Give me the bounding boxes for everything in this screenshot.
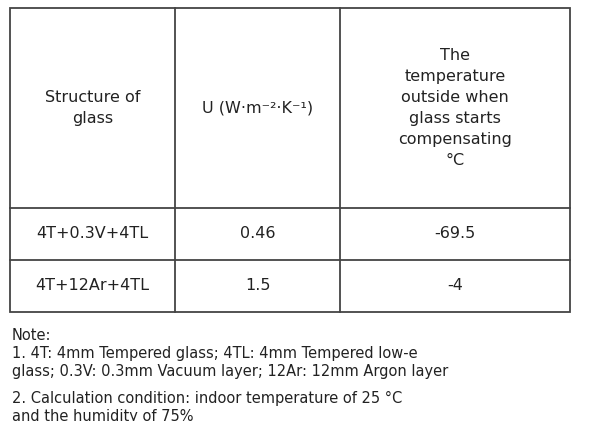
Text: glass; 0.3V: 0.3mm Vacuum layer; 12Ar: 12mm Argon layer: glass; 0.3V: 0.3mm Vacuum layer; 12Ar: 1… xyxy=(12,364,448,379)
Text: U (W·m⁻²·K⁻¹): U (W·m⁻²·K⁻¹) xyxy=(202,101,313,115)
Text: -4: -4 xyxy=(447,279,463,293)
Text: 0.46: 0.46 xyxy=(240,226,275,242)
Text: Note:: Note: xyxy=(12,328,52,343)
Text: The
temperature
outside when
glass starts
compensating
°C: The temperature outside when glass start… xyxy=(398,48,512,168)
Text: 4T+0.3V+4TL: 4T+0.3V+4TL xyxy=(37,226,149,242)
Text: 2. Calculation condition: indoor temperature of 25 °C: 2. Calculation condition: indoor tempera… xyxy=(12,391,402,406)
Text: 1. 4T: 4mm Tempered glass; 4TL: 4mm Tempered low-e: 1. 4T: 4mm Tempered glass; 4TL: 4mm Temp… xyxy=(12,346,418,361)
Text: and the humidity of 75%: and the humidity of 75% xyxy=(12,409,193,421)
Text: Structure of
glass: Structure of glass xyxy=(45,90,140,126)
Text: 1.5: 1.5 xyxy=(245,279,271,293)
Text: -69.5: -69.5 xyxy=(434,226,476,242)
Text: 4T+12Ar+4TL: 4T+12Ar+4TL xyxy=(35,279,149,293)
Bar xyxy=(10,8,570,312)
